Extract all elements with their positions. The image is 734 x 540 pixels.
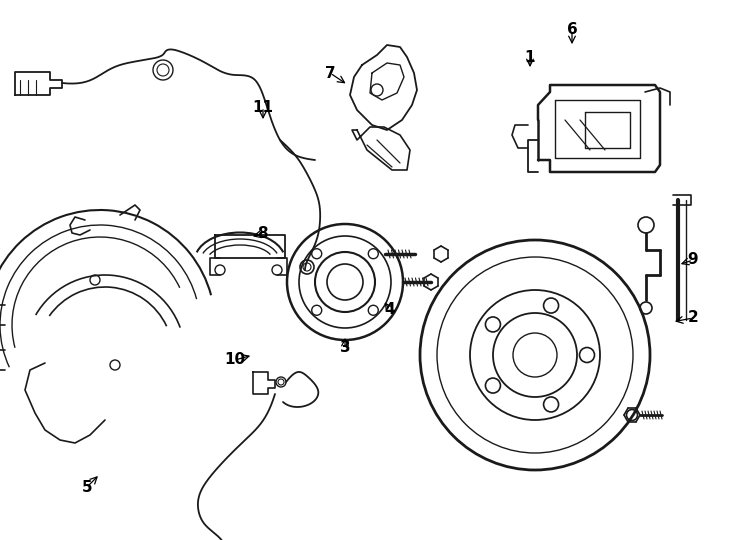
Text: 1: 1 bbox=[525, 50, 535, 64]
Text: 3: 3 bbox=[340, 341, 350, 355]
Text: 7: 7 bbox=[324, 65, 335, 80]
Text: 10: 10 bbox=[225, 353, 246, 368]
Text: 6: 6 bbox=[567, 23, 578, 37]
Text: 2: 2 bbox=[688, 310, 698, 326]
Text: 8: 8 bbox=[257, 226, 267, 241]
Text: 11: 11 bbox=[252, 99, 274, 114]
Text: 5: 5 bbox=[81, 480, 92, 495]
Text: 4: 4 bbox=[385, 302, 396, 318]
Text: 9: 9 bbox=[688, 253, 698, 267]
